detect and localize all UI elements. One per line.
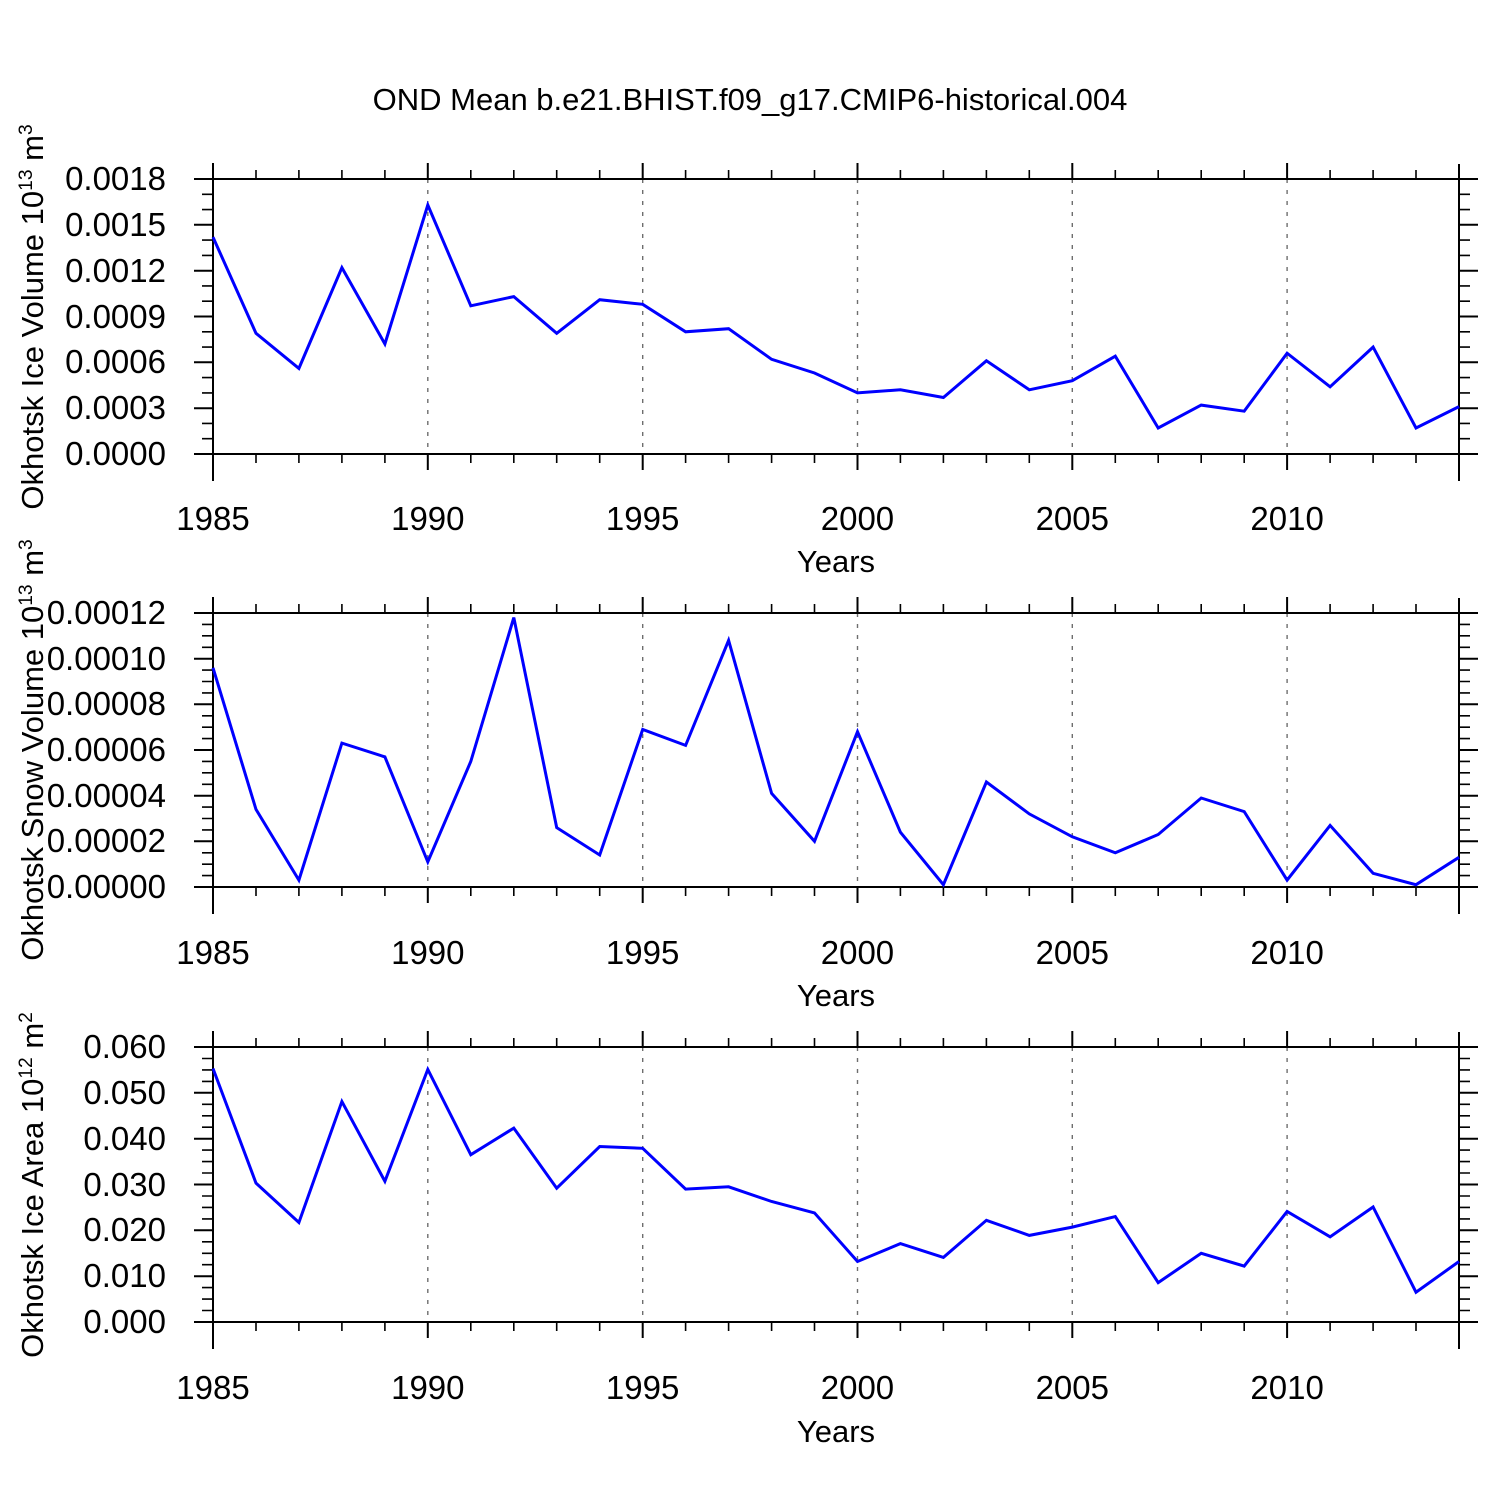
panel-2-okhotsk-snow-volume-ytick-label: 0.00010: [46, 639, 166, 677]
panel-1-okhotsk-ice-volume-yaxis-title-exponent: 3: [15, 123, 37, 135]
panel-2-okhotsk-snow-volume-xticks-major: [212, 597, 1289, 903]
panel-1-okhotsk-ice-volume-ytick-label: 0.0015: [65, 205, 166, 243]
panel-3-okhotsk-ice-area-xtick-label: 2000: [820, 1369, 895, 1406]
panel-1-okhotsk-ice-volume-corner-ticks: [212, 164, 1460, 481]
panel-2-okhotsk-snow-volume-ytick-label: 0.00000: [46, 868, 166, 905]
panel-3-okhotsk-ice-area-yaxis-title-exponent: 2: [15, 1011, 37, 1023]
panel-1-okhotsk-ice-volume-xtick-label: 1990: [391, 500, 465, 537]
panel-1-okhotsk-ice-volume-xtick-label: 1995: [605, 500, 680, 537]
panel-3-okhotsk-ice-area-xticks-major: [212, 1031, 1289, 1338]
panel-1-okhotsk-ice-volume-xticks-minor: [255, 170, 1417, 463]
panel-3-okhotsk-ice-area-ytick-label: 0.040: [83, 1119, 166, 1157]
panel-2-okhotsk-snow-volume-xtick-label: 1995: [605, 934, 680, 971]
panel-1-okhotsk-ice-volume-yaxis-title-text: m: [15, 134, 50, 169]
panel-2-okhotsk-snow-volume-xticks-minor: [255, 604, 1417, 896]
panel-3-okhotsk-ice-area-xtick-label: 1995: [605, 1369, 680, 1406]
panel-3-okhotsk-ice-area-ytick-label: 0.050: [83, 1073, 166, 1111]
panel-3-okhotsk-ice-area-yticks-minor: [202, 1057, 1470, 1312]
panel-3-okhotsk-ice-area-xticks-minor: [255, 1038, 1417, 1331]
panel-2-okhotsk-snow-volume-xtick-label: 1990: [391, 934, 465, 971]
panel-3-okhotsk-ice-area-yaxis-title-text: m: [15, 1022, 50, 1057]
panel-3-okhotsk-ice-area-data-line: [211, 1065, 1460, 1295]
panel-1-okhotsk-ice-volume-ytick-label: 0.0003: [65, 389, 166, 427]
panel-3-okhotsk-ice-area-ytick-label: 0.030: [83, 1165, 166, 1203]
panel-1-okhotsk-ice-volume-plot-box: [212, 178, 1460, 455]
panel-2-okhotsk-snow-volume-xtick-label: 1985: [176, 934, 250, 971]
panel-2-okhotsk-snow-volume-xtick-label: 2005: [1035, 934, 1109, 971]
panel-3-okhotsk-ice-area-ytick-label: 0.010: [83, 1257, 166, 1295]
panel-3-okhotsk-ice-area-plot-box: [212, 1046, 1460, 1323]
panel-2-okhotsk-snow-volume-data-line: [211, 617, 1460, 888]
panel-1-okhotsk-ice-volume-xaxis-title: Years: [796, 544, 876, 579]
panel-1-okhotsk-ice-volume-ytick-label: 0.0012: [65, 251, 166, 289]
chart-title: OND Mean b.e21.BHIST.f09_g17.CMIP6-histo…: [372, 82, 1128, 117]
panel-1-okhotsk-ice-volume-data-line: [211, 200, 1460, 430]
panel-2-okhotsk-snow-volume-ytick-label: 0.00004: [46, 776, 166, 814]
panel-3-okhotsk-ice-area-yaxis-title-text: Okhotsk Ice Area 10: [15, 1078, 50, 1358]
panel-2-okhotsk-snow-volume-ytick-label: 0.00008: [46, 685, 166, 723]
panel-3-okhotsk-ice-area-yticks-major: [194, 1046, 1478, 1323]
panel-2-okhotsk-snow-volume-ytick-label: 0.00012: [46, 594, 166, 631]
panel-1-okhotsk-ice-volume-xticks-major: [212, 163, 1289, 470]
panel-3-okhotsk-ice-area-corner-ticks: [212, 1032, 1460, 1349]
panel-3-okhotsk-ice-area-xtick-label: 1985: [176, 1369, 250, 1406]
panel-2-okhotsk-snow-volume-yaxis-title-exponent: 3: [15, 539, 37, 550]
panel-1-okhotsk-ice-volume-yticks-major: [194, 178, 1478, 455]
panel-1-okhotsk-ice-volume-ytick-label: 0.0009: [65, 297, 166, 335]
panel-1-okhotsk-ice-volume-yticks-minor: [202, 193, 1470, 440]
panel-3-okhotsk-ice-area-yaxis-title-exponent: 12: [15, 1056, 37, 1079]
panel-2-okhotsk-snow-volume-yaxis-title-exponent: 13: [15, 584, 37, 606]
panel-3-okhotsk-ice-area-ytick-label: 0.000: [83, 1303, 166, 1340]
panel-1-okhotsk-ice-volume-xtick-label: 1985: [176, 500, 250, 537]
panel-3-okhotsk-ice-area-ytick-label: 0.020: [83, 1211, 166, 1249]
panel-3-okhotsk-ice-area-xtick-label: 1990: [391, 1369, 465, 1406]
panel-2-okhotsk-snow-volume-corner-ticks: [212, 598, 1460, 914]
panel-1-okhotsk-ice-volume-gridlines: [427, 179, 1288, 454]
panel-3-okhotsk-ice-area-yaxis-title: Okhotsk Ice Area 1012 m2: [13, 875, 53, 1495]
panel-2-okhotsk-snow-volume-yticks-major: [194, 612, 1478, 888]
panel-1-okhotsk-ice-volume-ytick-label: 0.0006: [65, 343, 166, 381]
panel-3-okhotsk-ice-area-ytick-label: 0.060: [83, 1028, 166, 1065]
panel-1-okhotsk-ice-volume-xtick-label: 2010: [1250, 500, 1324, 537]
panel-1-okhotsk-ice-volume-xtick-label: 2005: [1035, 500, 1109, 537]
panel-1-okhotsk-ice-volume-ytick-label: 0.0000: [65, 435, 166, 472]
panel-2-okhotsk-snow-volume-xtick-label: 2010: [1250, 934, 1324, 971]
panel-2-okhotsk-snow-volume-yaxis-title-text: m: [15, 549, 50, 585]
panel-2-okhotsk-snow-volume-plot-box: [212, 612, 1460, 888]
panel-2-okhotsk-snow-volume-gridlines: [427, 613, 1288, 887]
panel-2-okhotsk-snow-volume-yticks-minor: [202, 623, 1470, 877]
panel-2-okhotsk-snow-volume-xtick-label: 2000: [820, 934, 895, 971]
panel-2-okhotsk-snow-volume-ytick-label: 0.00006: [46, 731, 166, 768]
panel-3-okhotsk-ice-area-xaxis-title: Years: [796, 1414, 876, 1449]
panel-3-okhotsk-ice-area-xtick-label: 2010: [1250, 1369, 1324, 1406]
panel-2-okhotsk-snow-volume-ytick-label: 0.00002: [46, 822, 166, 860]
panel-3-okhotsk-ice-area-xtick-label: 2005: [1035, 1369, 1109, 1406]
panel-2-okhotsk-snow-volume-xaxis-title: Years: [796, 978, 876, 1013]
panel-1-okhotsk-ice-volume-yaxis-title-exponent: 13: [15, 168, 37, 191]
panel-1-okhotsk-ice-volume-xtick-label: 2000: [820, 500, 895, 537]
panel-1-okhotsk-ice-volume-ytick-label: 0.0018: [65, 160, 166, 197]
